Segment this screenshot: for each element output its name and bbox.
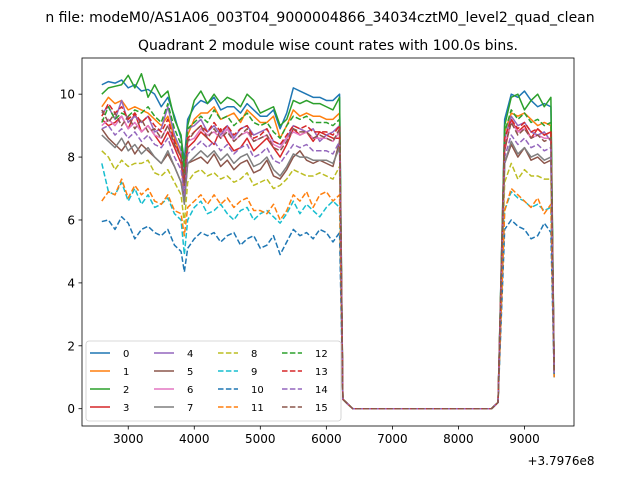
series-line-15 (101, 109, 555, 410)
y-tick-label: 0 (67, 402, 75, 416)
axes-frame (81, 57, 575, 427)
figure-suptitle: n file: modeM0/AS1A06_003T04_9000004866_… (45, 10, 594, 26)
legend-box (85, 340, 342, 422)
chart-title: Quadrant 2 module wise count rates with … (138, 38, 518, 54)
legend-label-14: 14 (315, 385, 328, 396)
y-tick-label: 10 (60, 88, 75, 102)
x-tick-label: 9000 (509, 432, 540, 446)
y-tick-label: 2 (67, 339, 75, 353)
x-tick-label: 6000 (311, 432, 342, 446)
legend-label-12: 12 (315, 349, 328, 360)
series-line-9 (101, 163, 555, 410)
legend-label-2: 2 (123, 385, 129, 396)
x-axis-offset-text: +3.7976e8 (527, 454, 594, 468)
legend-label-0: 0 (123, 349, 129, 360)
x-axis-ticks: 3000 4000 5000 6000 7000 8000 9000 (113, 426, 540, 446)
legend-label-7: 7 (187, 403, 193, 414)
legend-label-6: 6 (187, 385, 193, 396)
legend-label-10: 10 (251, 385, 264, 396)
legend-label-9: 9 (251, 367, 257, 378)
legend-label-3: 3 (123, 403, 129, 414)
legend-label-11: 11 (251, 403, 264, 414)
y-axis-ticks: 0 2 4 6 8 10 (60, 88, 82, 416)
x-tick-label: 7000 (377, 432, 408, 446)
y-tick-label: 4 (67, 276, 75, 290)
legend-label-13: 13 (315, 367, 328, 378)
legend-label-5: 5 (187, 367, 193, 378)
x-tick-label: 4000 (179, 432, 210, 446)
x-tick-label: 8000 (443, 432, 474, 446)
legend-label-4: 4 (187, 349, 193, 360)
series-lines (101, 72, 555, 410)
y-tick-label: 6 (67, 213, 75, 227)
legend-label-8: 8 (251, 349, 257, 360)
x-tick-label: 5000 (245, 432, 276, 446)
x-tick-label: 3000 (113, 432, 144, 446)
legend-label-1: 1 (123, 367, 129, 378)
y-tick-label: 8 (67, 151, 75, 165)
legend-label-15: 15 (315, 403, 328, 414)
